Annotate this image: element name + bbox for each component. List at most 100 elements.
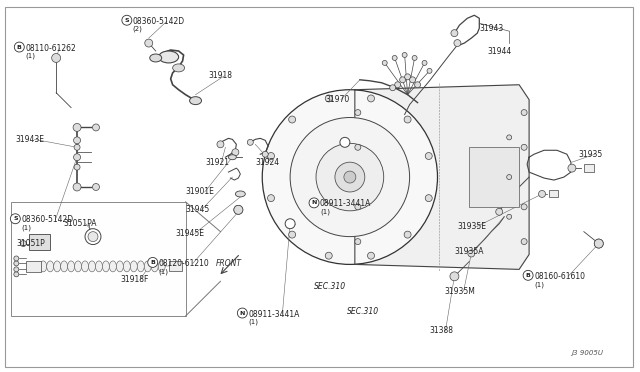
Ellipse shape xyxy=(75,261,81,272)
Circle shape xyxy=(568,164,576,172)
Text: 31918: 31918 xyxy=(209,71,232,80)
Circle shape xyxy=(451,30,458,36)
Text: 08360-5142D: 08360-5142D xyxy=(133,17,185,26)
Circle shape xyxy=(367,95,374,102)
Text: J3 9005U: J3 9005U xyxy=(571,350,603,356)
Circle shape xyxy=(122,15,132,25)
Circle shape xyxy=(468,250,475,257)
Circle shape xyxy=(355,144,361,150)
Text: (1): (1) xyxy=(26,53,35,59)
Circle shape xyxy=(74,137,81,144)
Text: 31943: 31943 xyxy=(479,24,504,33)
Circle shape xyxy=(88,232,98,241)
Text: 31388: 31388 xyxy=(429,326,454,336)
Ellipse shape xyxy=(81,261,88,272)
Text: 31901E: 31901E xyxy=(186,187,214,196)
Ellipse shape xyxy=(138,261,144,272)
Text: N: N xyxy=(311,201,317,205)
Circle shape xyxy=(382,60,387,65)
Circle shape xyxy=(74,144,80,150)
FancyBboxPatch shape xyxy=(26,261,41,272)
Circle shape xyxy=(595,239,604,248)
Ellipse shape xyxy=(344,171,356,183)
Ellipse shape xyxy=(290,118,410,237)
Text: N: N xyxy=(239,311,245,315)
Circle shape xyxy=(232,149,239,156)
Circle shape xyxy=(404,116,411,123)
Ellipse shape xyxy=(316,143,384,211)
Circle shape xyxy=(404,231,411,238)
Text: 08120-61210: 08120-61210 xyxy=(159,259,209,268)
FancyBboxPatch shape xyxy=(550,190,559,198)
Text: B: B xyxy=(150,260,155,265)
Circle shape xyxy=(325,252,332,259)
Ellipse shape xyxy=(151,261,158,272)
Circle shape xyxy=(390,85,396,91)
Text: S: S xyxy=(125,18,129,23)
Ellipse shape xyxy=(40,261,47,272)
Circle shape xyxy=(355,110,361,116)
Circle shape xyxy=(496,208,502,215)
Circle shape xyxy=(450,272,459,281)
Circle shape xyxy=(367,252,374,259)
Ellipse shape xyxy=(95,261,102,272)
Circle shape xyxy=(404,74,411,80)
FancyBboxPatch shape xyxy=(169,262,182,271)
Text: B: B xyxy=(525,273,531,278)
Circle shape xyxy=(74,154,81,161)
Text: 08911-3441A: 08911-3441A xyxy=(248,310,300,318)
Circle shape xyxy=(73,183,81,191)
Circle shape xyxy=(217,141,224,148)
Ellipse shape xyxy=(124,261,131,272)
Text: 08110-61262: 08110-61262 xyxy=(26,44,76,52)
Text: S: S xyxy=(13,216,18,221)
Text: (1): (1) xyxy=(159,268,169,275)
Ellipse shape xyxy=(131,261,138,272)
FancyBboxPatch shape xyxy=(469,147,519,207)
Circle shape xyxy=(507,174,511,180)
Circle shape xyxy=(521,144,527,150)
Circle shape xyxy=(521,204,527,210)
Circle shape xyxy=(340,137,350,147)
Text: B: B xyxy=(17,45,22,49)
Text: 08360-5142D: 08360-5142D xyxy=(21,215,74,224)
Text: 31918F: 31918F xyxy=(121,275,149,284)
Circle shape xyxy=(325,95,332,102)
Text: (1): (1) xyxy=(320,209,330,215)
Text: (1): (1) xyxy=(248,319,259,325)
Text: SEC.310: SEC.310 xyxy=(347,307,379,315)
Circle shape xyxy=(415,82,420,88)
Ellipse shape xyxy=(47,261,54,272)
Circle shape xyxy=(73,124,81,131)
Text: 31935M: 31935M xyxy=(444,287,476,296)
Circle shape xyxy=(268,153,275,160)
Ellipse shape xyxy=(335,162,365,192)
Circle shape xyxy=(507,214,511,219)
Circle shape xyxy=(399,77,406,83)
Circle shape xyxy=(521,110,527,116)
Text: (2): (2) xyxy=(133,26,143,32)
Text: 31051PA: 31051PA xyxy=(63,219,97,228)
Circle shape xyxy=(20,241,26,247)
Circle shape xyxy=(523,270,533,280)
Text: 08911-3441A: 08911-3441A xyxy=(320,199,371,208)
Ellipse shape xyxy=(61,261,68,272)
Circle shape xyxy=(52,54,61,62)
Circle shape xyxy=(148,257,157,267)
Circle shape xyxy=(234,205,243,214)
Circle shape xyxy=(309,198,319,208)
Circle shape xyxy=(10,214,20,224)
Circle shape xyxy=(412,55,417,60)
Circle shape xyxy=(425,195,432,202)
Circle shape xyxy=(285,219,295,229)
Text: 31924: 31924 xyxy=(255,158,280,167)
Text: 31943E: 31943E xyxy=(15,135,44,144)
Circle shape xyxy=(289,116,296,123)
Text: (1): (1) xyxy=(21,224,31,231)
Text: 31945: 31945 xyxy=(186,205,210,214)
Text: 31970: 31970 xyxy=(325,95,349,104)
Circle shape xyxy=(355,204,361,210)
Circle shape xyxy=(289,231,296,238)
Circle shape xyxy=(355,238,361,244)
Circle shape xyxy=(268,195,275,202)
